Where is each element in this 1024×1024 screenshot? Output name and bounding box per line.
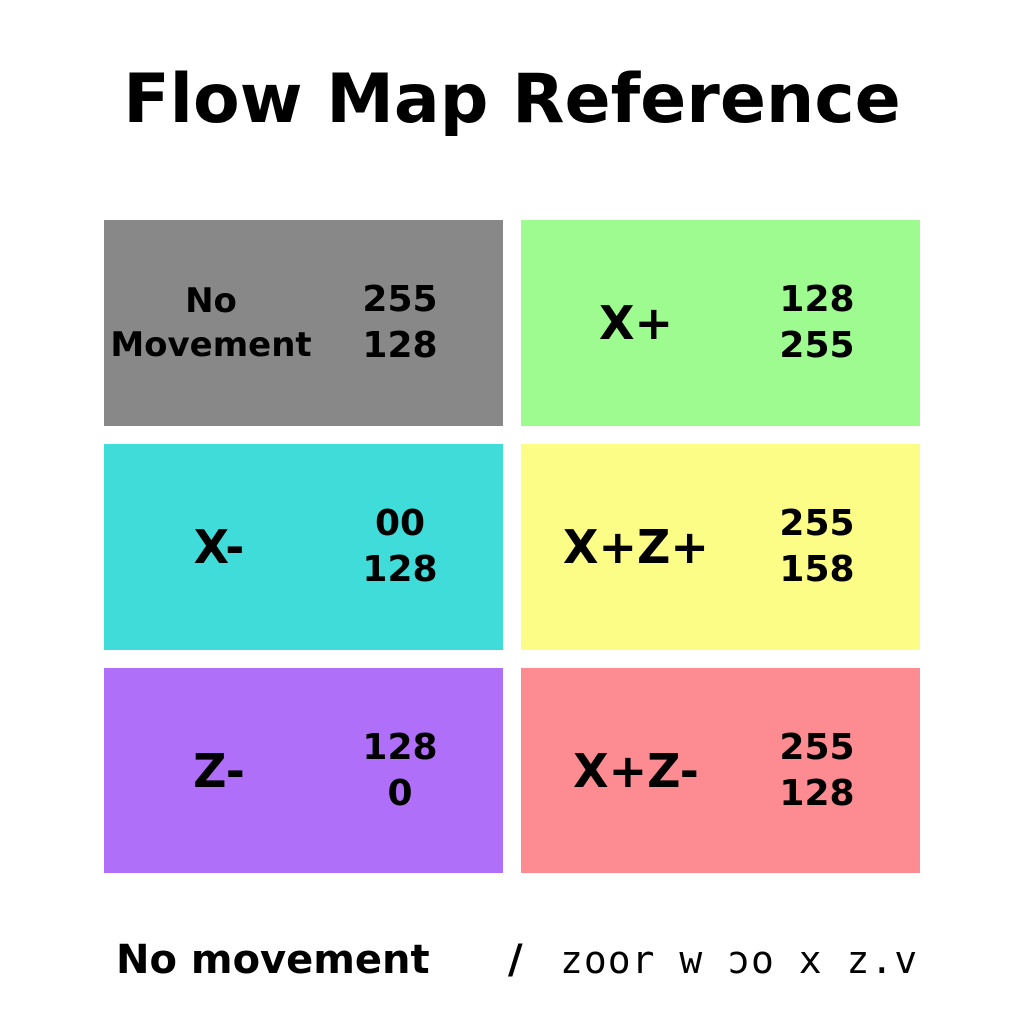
cell-x-minus: X- 00 128 <box>104 444 503 650</box>
footer-separator: / <box>508 937 523 983</box>
cell-z-minus: Z- 128 0 <box>104 668 503 873</box>
cell-x-plus-z-minus: X+Z- 255 128 <box>521 668 920 873</box>
cell-no-movement: No Movement 255 128 <box>104 220 503 426</box>
cell-label: X+Z- <box>573 743 699 798</box>
cell-x-plus-z-plus: X+Z+ 255 158 <box>521 444 920 650</box>
value-2: 128 <box>362 549 438 590</box>
cell-values: 255 128 <box>344 220 456 426</box>
value-2: 158 <box>779 549 855 590</box>
value-1: 255 <box>779 503 855 544</box>
flow-map-grid: No Movement 255 128 X+ 128 255 X- 00 128… <box>104 220 920 873</box>
footer-caption: No movement / zoor w ɔo x z.v <box>116 930 919 990</box>
cell-label: X+ <box>598 296 673 350</box>
footer-left-text: No movement <box>116 937 430 983</box>
cell-label: No Movement <box>110 281 312 365</box>
page-title: Flow Map Reference <box>123 60 901 139</box>
cell-values: 00 128 <box>344 444 456 650</box>
cell-label: X+Z+ <box>563 520 709 574</box>
cell-values: 255 158 <box>761 444 873 650</box>
footer-right-text: zoor w ɔo x z.v <box>560 938 919 982</box>
cell-values: 255 128 <box>761 668 873 873</box>
value-1: 128 <box>362 726 438 768</box>
value-2: 255 <box>779 325 855 366</box>
value-1: 128 <box>779 279 855 320</box>
value-1: 255 <box>779 726 855 768</box>
cell-values: 128 255 <box>761 220 873 426</box>
cell-values: 128 0 <box>344 668 456 873</box>
value-1: 255 <box>362 279 438 320</box>
value-2: 128 <box>779 772 855 814</box>
cell-label: Z- <box>193 743 245 798</box>
value-2: 0 <box>387 772 413 814</box>
cell-x-plus: X+ 128 255 <box>521 220 920 426</box>
cell-label: X- <box>193 520 245 574</box>
value-2: 128 <box>362 325 438 366</box>
value-1: 00 <box>374 503 426 544</box>
